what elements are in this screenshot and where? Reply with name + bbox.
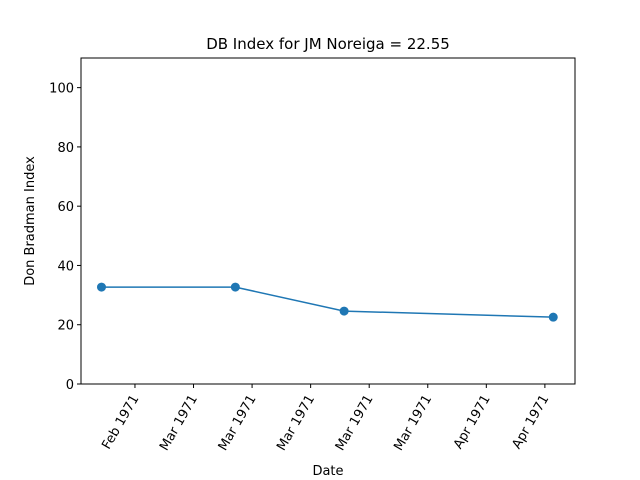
chart-title: DB Index for JM Noreiga = 22.55 [206, 35, 450, 53]
x-axis-label: Date [312, 464, 343, 479]
marker [548, 312, 558, 322]
marker [230, 282, 240, 292]
line [101, 286, 554, 318]
y-tick-label: 60 [57, 200, 74, 215]
plot-frame [80, 57, 576, 385]
marker [339, 306, 349, 316]
y-tick-label: 80 [57, 141, 74, 156]
y-axis-label: Don Bradman Index [23, 156, 38, 286]
y-tick-label: 0 [66, 378, 74, 393]
marker [96, 282, 106, 292]
y-tick-label: 40 [57, 259, 74, 274]
y-tick-label: 20 [57, 319, 74, 334]
y-tick-label: 100 [49, 82, 74, 97]
